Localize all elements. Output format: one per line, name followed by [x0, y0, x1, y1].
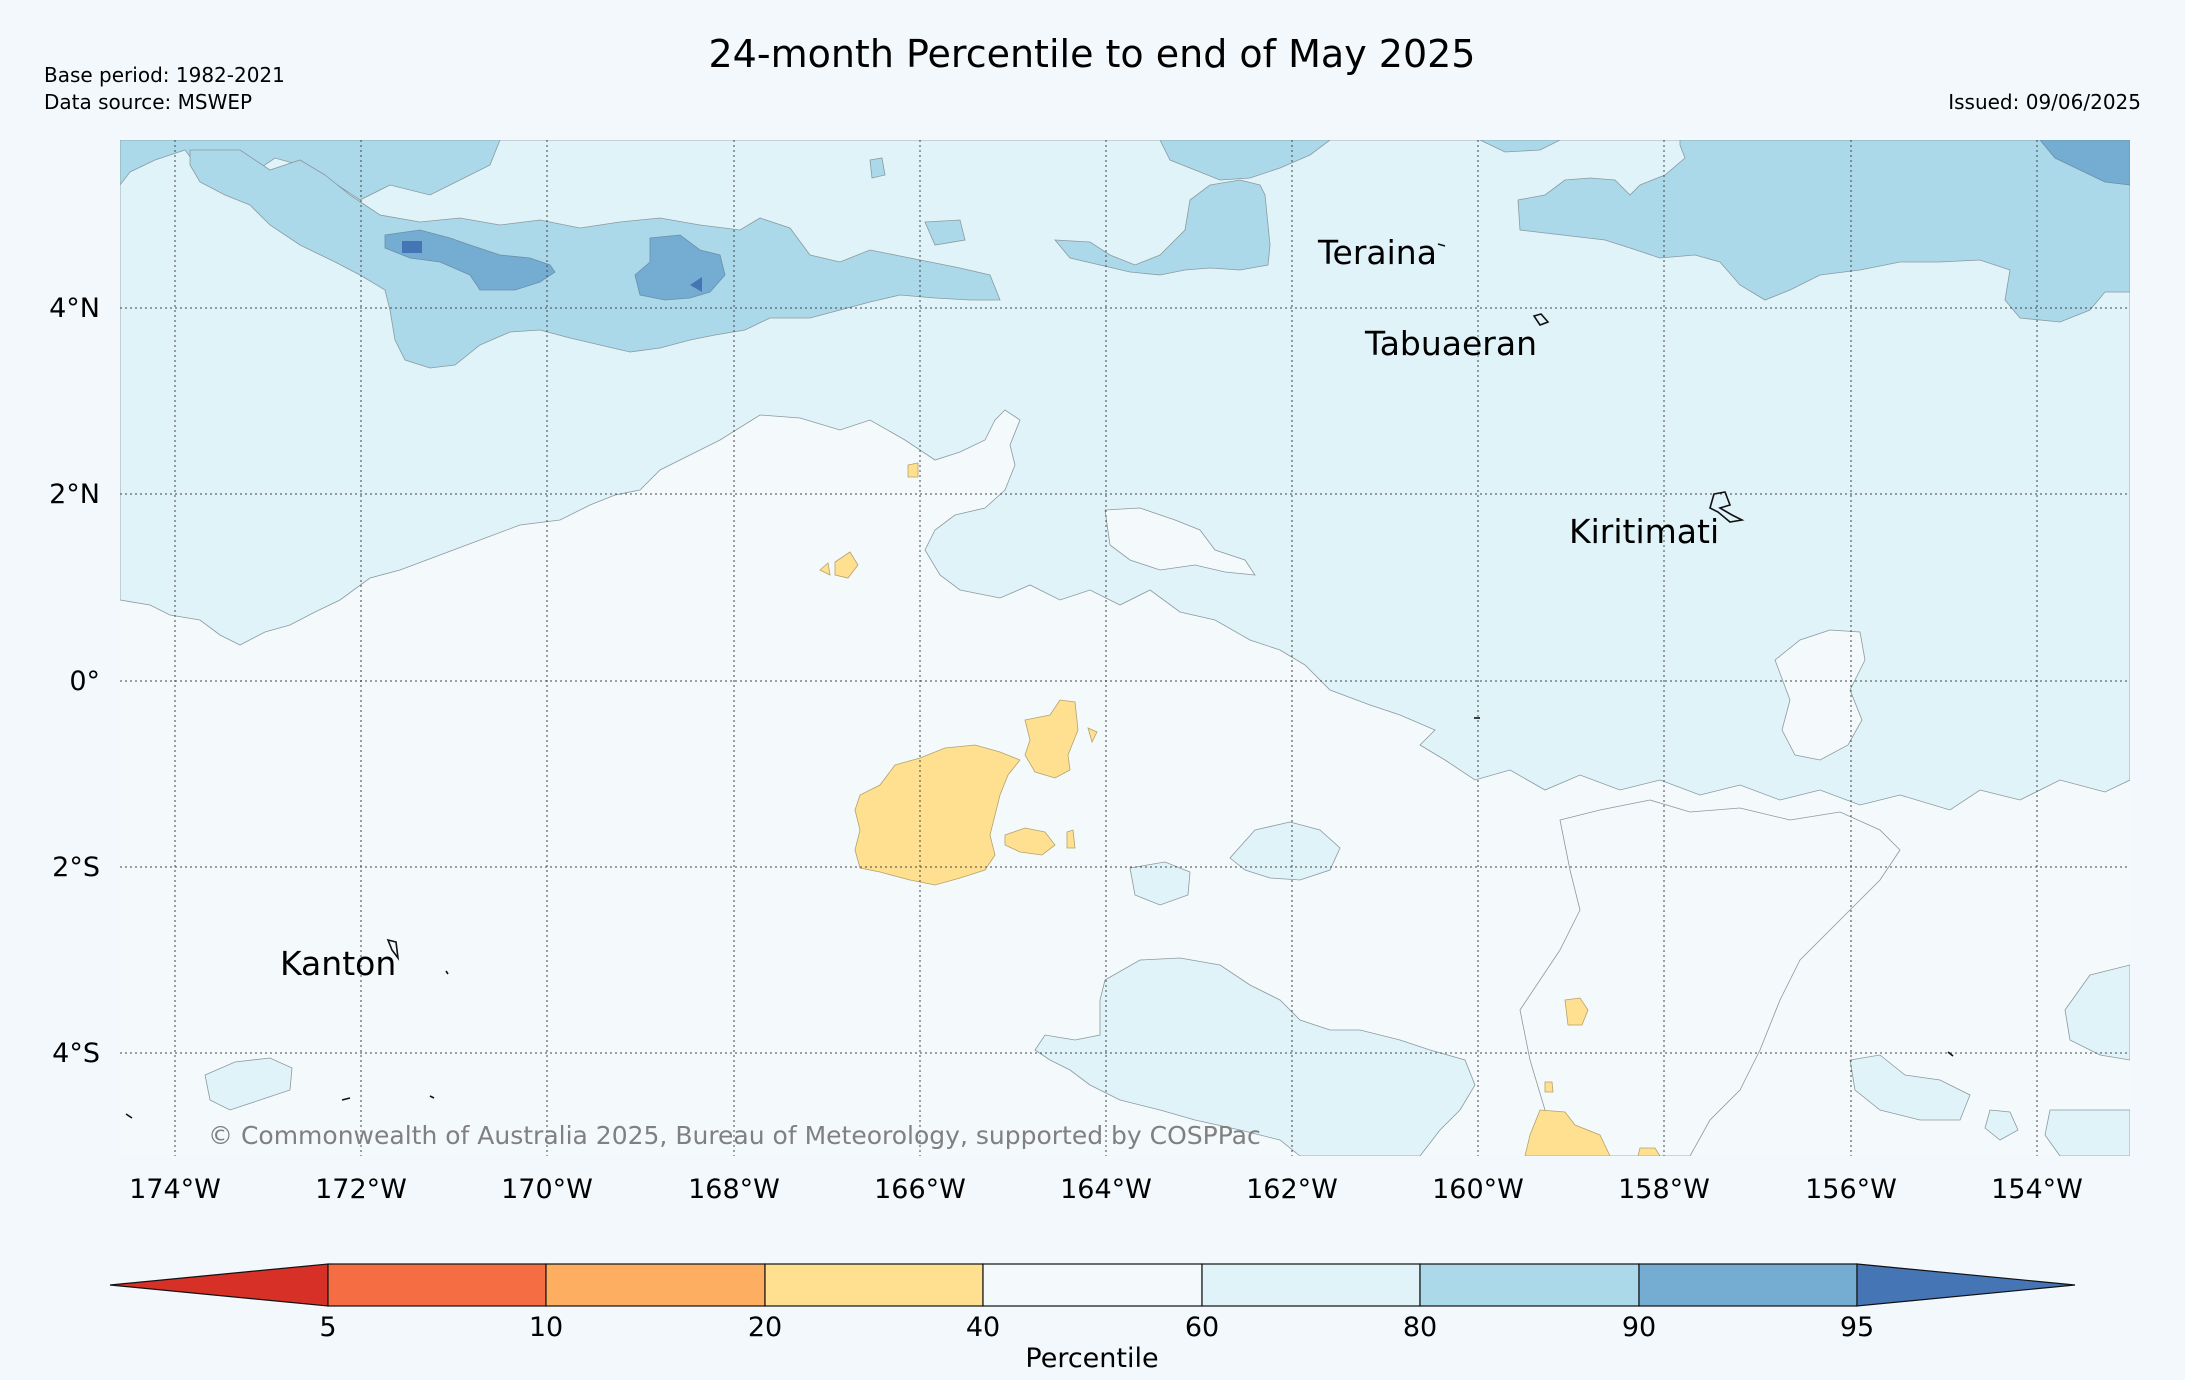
lon-tick-label: 170°W: [501, 1174, 593, 1205]
small-island-b: [341, 1097, 351, 1101]
lat-tick-label: 2°S: [52, 852, 100, 883]
region-20-40-south-a: [1524, 1109, 1611, 1156]
colorbar-bin-20-40: [764, 1263, 984, 1307]
region-60-80-south-c: [1129, 861, 1191, 906]
region-90-95-b: [634, 234, 726, 301]
region-80-90-north-belt: [189, 149, 1001, 369]
colorbar-bin-below-5: [109, 1263, 329, 1307]
small-island-e: [1947, 1051, 1954, 1057]
region-20-40-mid: [1004, 827, 1056, 856]
lon-tick-label: 156°W: [1805, 1174, 1897, 1205]
map-title: 24-month Percentile to end of May 2025: [709, 32, 1476, 76]
lon-tick-label: 166°W: [874, 1174, 966, 1205]
region-above-95-a: [402, 241, 422, 253]
colorbar-bin-10-20: [545, 1263, 766, 1307]
gridlines: [120, 140, 2130, 1156]
lon-tick-label: 162°W: [1246, 1174, 1338, 1205]
small-island-d: [125, 1113, 133, 1119]
colorbar-label: Percentile: [1025, 1343, 1158, 1374]
region-20-40-upper: [1024, 699, 1079, 779]
teraina-island: [1437, 243, 1446, 247]
lon-tick-label: 160°W: [1432, 1174, 1524, 1205]
lat-tick-label: 2°N: [49, 479, 100, 510]
map-area: Teraina Tabuaeran Kiritimati Kanton © Co…: [120, 140, 2130, 1156]
lon-tick-labels: 174°W 172°W 170°W 168°W 166°W 164°W 162°…: [129, 1174, 2083, 1205]
tabuaeran-island: [1532, 313, 1550, 326]
colorbar-tick-label: 40: [966, 1312, 1000, 1343]
colorbar-bin-60-80: [1201, 1263, 1421, 1307]
region-20-40-south-b: [1564, 997, 1589, 1026]
colorbar: 5 10 20 40 60 80 90 95 Percentile: [109, 1263, 2076, 1374]
region-60-80-south-a: [1034, 957, 1476, 1156]
region-60-80-south-f: [2044, 1109, 2130, 1156]
region-40-60-hole-b: [1774, 629, 1866, 761]
colorbar-bin-40-60: [982, 1263, 1203, 1307]
data-source-text: Data source: MSWEP: [44, 90, 252, 114]
region-80-90-teraina: [1054, 179, 1271, 276]
region-20-40-small-d: [1066, 829, 1076, 849]
colorbar-bin-90-95: [1638, 1263, 1858, 1307]
colorbar-bin-above-95: [1856, 1263, 2076, 1307]
lon-tick-label: 154°W: [1991, 1174, 2083, 1205]
small-island-c: [429, 1095, 435, 1099]
colorbar-tick-label: 80: [1403, 1312, 1437, 1343]
colorbar-bin-80-90: [1419, 1263, 1640, 1307]
colorbar-bin-5-10: [327, 1263, 547, 1307]
region-20-40-small-e: [1087, 727, 1098, 744]
colorbar-tick-label: 5: [319, 1312, 336, 1343]
place-label-tabuaeran: Tabuaeran: [1364, 324, 1537, 363]
region-80-90-north-east-strip: [1479, 140, 1561, 153]
base-period-text: Base period: 1982-2021: [44, 63, 285, 87]
kanton-island: [386, 938, 400, 961]
kiritimati-island: [1709, 491, 1745, 523]
lat-tick-label: 4°N: [49, 293, 100, 324]
region-80-90-north-centre: [1159, 140, 1331, 181]
region-80-90-north-east: [1517, 140, 2130, 323]
lon-tick-label: 174°W: [129, 1174, 221, 1205]
colorbar-tick-label: 90: [1622, 1312, 1656, 1343]
small-island-a: [445, 970, 449, 975]
region-20-40-south-c: [1637, 1147, 1661, 1156]
lon-tick-label: 158°W: [1618, 1174, 1710, 1205]
lat-tick-label: 4°S: [52, 1038, 100, 1069]
region-20-40-small-c: [907, 462, 919, 478]
colorbar-tick-label: 60: [1185, 1312, 1219, 1343]
lon-tick-label: 168°W: [688, 1174, 780, 1205]
region-20-40-small-a: [834, 551, 859, 579]
region-above-95-b: [690, 277, 702, 292]
lon-tick-label: 172°W: [315, 1174, 407, 1205]
colorbar-tick-label: 95: [1840, 1312, 1874, 1343]
region-60-80-south-h: [1984, 1109, 2019, 1141]
region-60-80-south-e: [1849, 1054, 1971, 1121]
region-80-90-blob-b: [869, 157, 886, 179]
colorbar-tick-label: 10: [529, 1312, 563, 1343]
lat-tick-label: 0°: [69, 666, 100, 697]
lon-tick-label: 164°W: [1060, 1174, 1152, 1205]
place-label-kiritimati: Kiritimati: [1569, 512, 1719, 551]
colorbar-tick-labels: 5 10 20 40 60 80 90 95: [319, 1312, 1874, 1343]
region-20-40-small-b: [819, 562, 831, 576]
region-20-40-south-d: [1544, 1081, 1554, 1093]
region-60-80-south-b: [1229, 821, 1341, 881]
region-60-80-south-d: [2064, 964, 2130, 1061]
place-label-kanton: Kanton: [280, 944, 396, 983]
place-label-teraina: Teraina: [1317, 233, 1437, 272]
lat-tick-labels: 4°N 2°N 0° 2°S 4°S: [49, 293, 100, 1069]
colorbar-tick-label: 20: [748, 1312, 782, 1343]
region-80-90-blob-a: [924, 219, 966, 246]
region-90-95-c: [2039, 140, 2130, 186]
issued-date-text: Issued: 09/06/2025: [1948, 90, 2141, 114]
region-40-60-lower-right: [1519, 799, 1901, 1156]
region-20-40-main: [854, 744, 1021, 886]
region-60-80-south-g: [204, 1057, 293, 1111]
island-outlines: [125, 243, 1954, 1119]
region-40-60-hole-a: [1104, 507, 1256, 576]
copyright-text: © Commonwealth of Australia 2025, Bureau…: [208, 1121, 1261, 1150]
